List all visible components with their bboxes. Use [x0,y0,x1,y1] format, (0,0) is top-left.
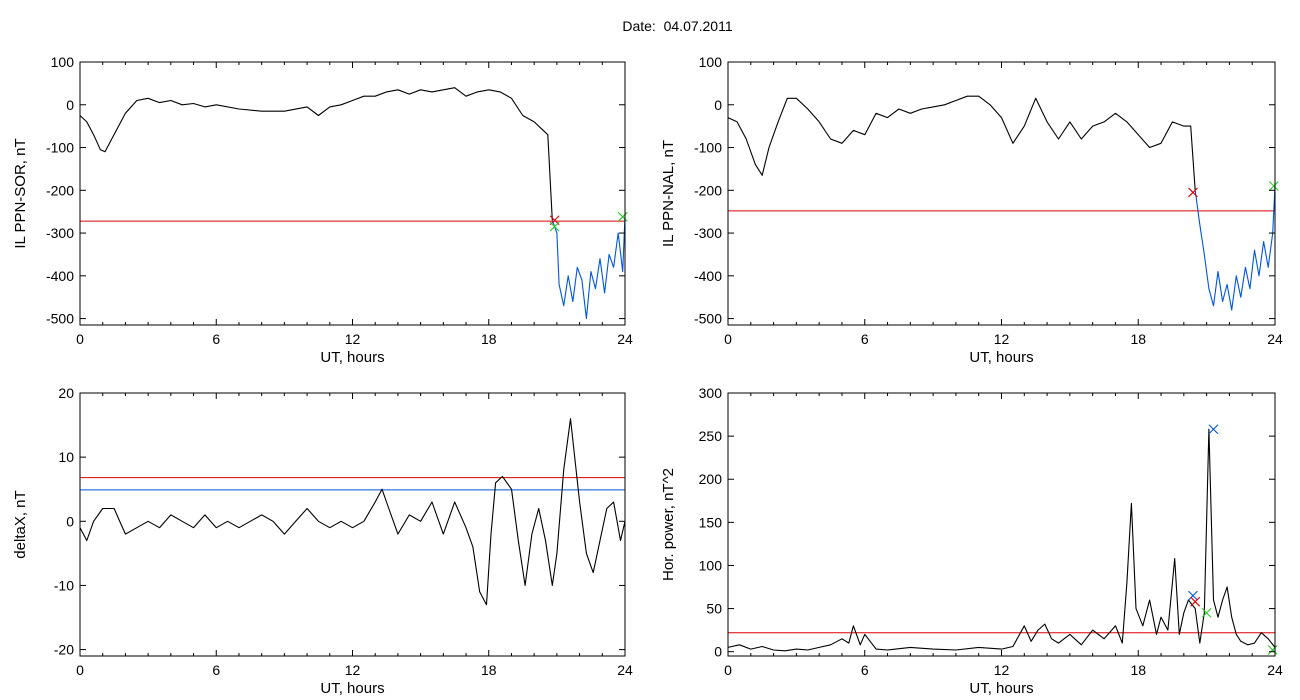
y-tick-label: -400 [46,268,74,284]
x-tick-label: 12 [994,662,1010,678]
x-tick-label: 0 [76,662,84,678]
x-tick-label: 18 [1130,662,1146,678]
marker-stroke [1188,187,1198,198]
x-axis-title: UT, hours [320,349,384,366]
event-marker-red [1190,596,1201,607]
y-tick-label: -300 [694,225,722,241]
marker-stroke [617,211,628,222]
x-tick-label: 12 [994,331,1010,347]
x-tick-label: 18 [1130,331,1146,347]
event-marker-green [1267,645,1278,655]
x-tick-label: 18 [481,331,497,347]
x-tick-label: 12 [345,662,361,678]
y-axis-title: IL PPN-NAL, nT [660,140,677,247]
plot-frame [727,392,1276,657]
y-tick-label: 100 [699,557,723,573]
event-marker-green [1201,607,1212,618]
data-line-black [79,87,553,221]
y-tick-label: 50 [706,601,722,617]
chart-panel-2: 0 6 12 18 24 100 0 -100 -200 -300 -400 -500 UT, hour… [660,54,1283,366]
event-marker-blue [1188,590,1198,601]
y-tick-label: 200 [699,471,723,487]
y-tick-label: 20 [58,385,74,401]
x-tick-label: 6 [212,331,220,347]
marker-stroke [1190,596,1201,607]
y-tick-label: 250 [699,428,723,444]
y-tick-label: 150 [699,514,723,530]
y-tick-label: -400 [694,268,722,284]
x-tick-label: 0 [76,331,84,347]
y-tick-label: 100 [51,54,75,70]
marker-stroke [1268,181,1279,191]
x-tick-label: 6 [861,331,869,347]
data-line-blue [551,215,626,320]
x-axis-title: UT, hours [320,680,384,697]
marker-stroke [1208,424,1219,435]
y-axis-title: Hor. power, nT^2 [660,468,677,581]
y-tick-label: -20 [54,642,74,658]
x-tick-label: 24 [617,331,633,347]
y-axis-title: deltaX, nT [12,490,29,558]
y-axis-title: IL PPN-SOR, nT [12,138,29,248]
x-tick-label: 0 [724,331,732,347]
x-tick-label: 12 [345,331,361,347]
y-tick-label: -200 [694,182,722,198]
x-tick-label: 0 [724,662,732,678]
x-tick-label: 24 [1267,662,1283,678]
y-tick-label: -10 [54,577,74,593]
y-tick-label: -500 [694,311,722,327]
y-tick-label: -300 [46,225,74,241]
x-tick-label: 6 [212,662,220,678]
chart-panel-4: 0 6 12 18 24 300 250 200 150 100 50 0 UT, hours Hor. … [660,385,1283,697]
chart-panel-3: 0 6 12 18 24 20 10 0 -10 -20 UT, hours deltaX, nT [12,385,633,697]
event-marker-green [1268,181,1279,191]
y-tick-label: 10 [58,449,74,465]
x-tick-label: 24 [617,662,633,678]
data-line-black [727,428,1276,652]
event-marker-blue [1208,424,1219,435]
y-tick-label: 0 [714,97,722,113]
y-tick-label: -200 [46,182,74,198]
plot-frame [727,61,1276,326]
y-tick-label: -100 [46,140,74,156]
x-tick-label: 18 [481,662,497,678]
y-tick-label: 0 [66,513,74,529]
marker-stroke [1188,590,1198,601]
event-marker-green [549,221,560,232]
marker-stroke [1267,645,1278,655]
x-tick-label: 6 [861,662,869,678]
page-title: Date: 04.07.2011 [622,18,733,34]
marker-stroke [1201,607,1212,618]
y-tick-label: 100 [699,54,723,70]
y-tick-label: 0 [66,97,74,113]
event-marker-red [1188,187,1198,198]
plot-frame [79,61,626,326]
marker-stroke [549,221,560,232]
x-axis-title: UT, hours [969,349,1033,366]
event-marker-green [617,211,628,222]
x-tick-label: 24 [1267,331,1283,347]
data-line-black [727,95,1196,191]
data-line-blue [1194,185,1276,311]
data-line-black [79,418,626,606]
x-axis-title: UT, hours [969,680,1033,697]
y-tick-label: 0 [714,644,722,660]
chart-panel-1: 0 6 12 18 24 100 0 -100 -200 -300 -400 -500 UT, hour… [12,54,633,366]
y-tick-label: 300 [699,385,723,401]
y-tick-label: -100 [694,140,722,156]
y-tick-label: -500 [46,311,74,327]
